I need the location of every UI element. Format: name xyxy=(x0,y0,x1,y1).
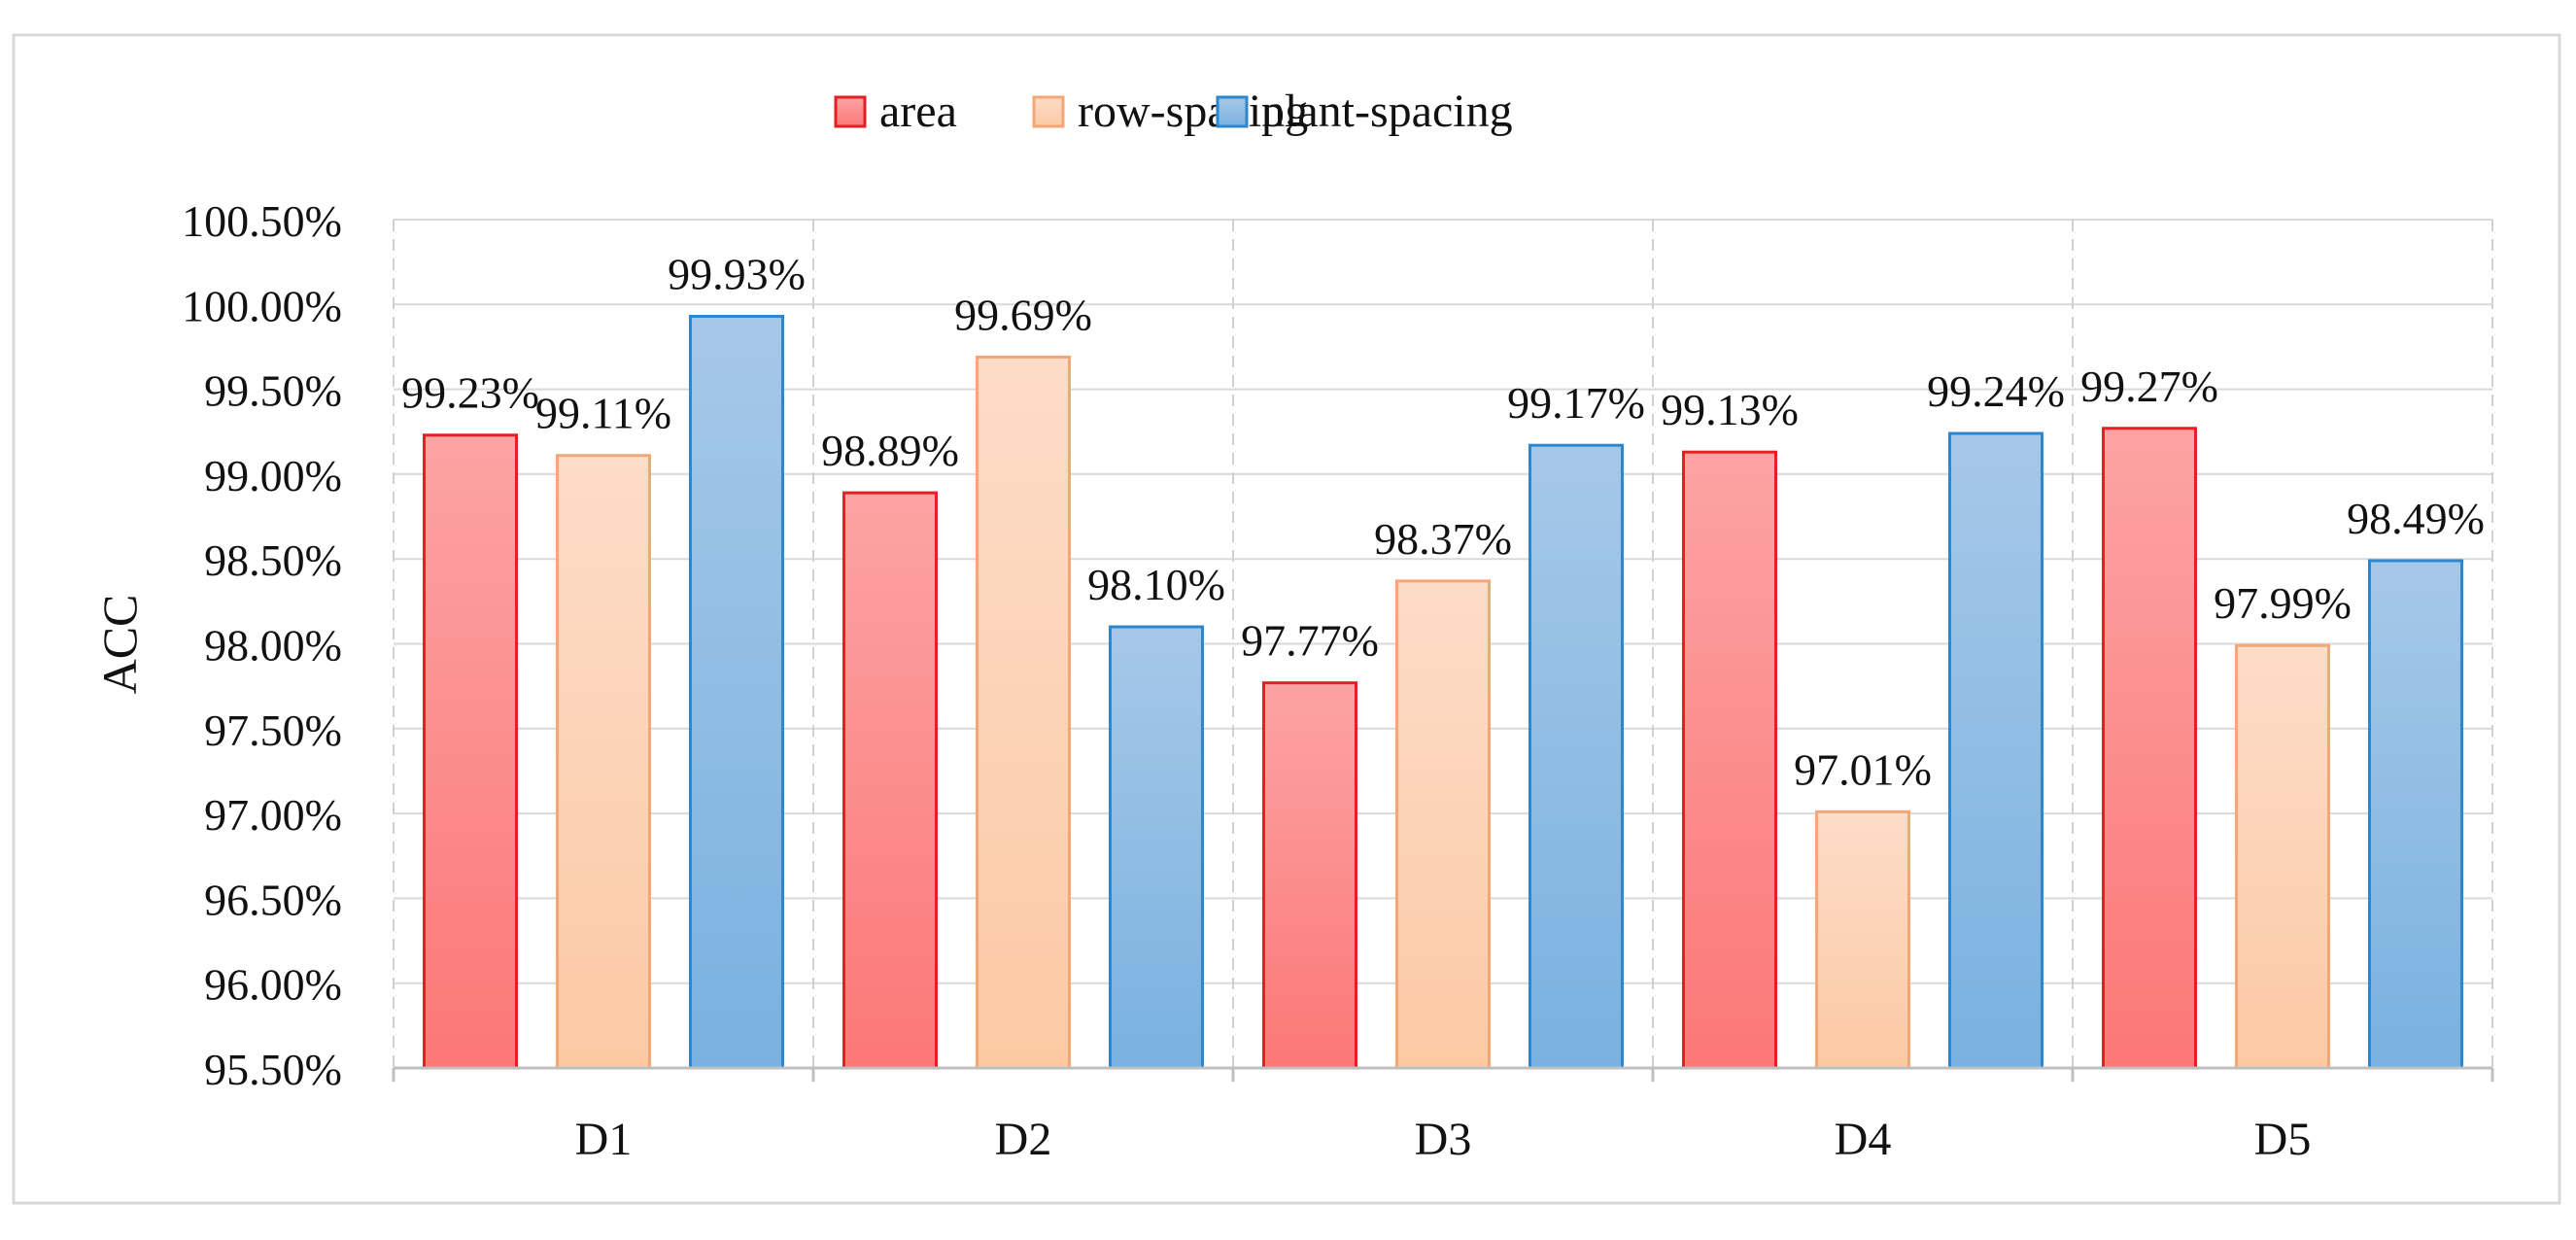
bar-plant-spacing-D4 xyxy=(1948,431,2044,1070)
y-tick-label: 97.00% xyxy=(204,790,342,840)
bar-row-spacing-D2 xyxy=(976,355,1071,1070)
y-tick-label: 98.50% xyxy=(204,535,342,585)
data-label: 97.77% xyxy=(1241,616,1379,666)
data-label: 98.89% xyxy=(821,426,959,475)
legend-label: area xyxy=(879,86,957,137)
bar-area-D3 xyxy=(1262,681,1357,1070)
y-tick-label: 98.00% xyxy=(204,621,342,671)
data-label: 99.24% xyxy=(1927,366,2065,416)
y-tick-label: 96.50% xyxy=(204,875,342,924)
bar-row-spacing-D4 xyxy=(1815,809,1910,1070)
bar-plant-spacing-D5 xyxy=(2368,559,2463,1070)
data-label: 98.10% xyxy=(1087,560,1225,609)
data-label: 98.37% xyxy=(1374,514,1512,564)
bar-row-spacing-D3 xyxy=(1395,579,1491,1070)
y-tick-label: 99.00% xyxy=(204,451,342,500)
bar-area-D2 xyxy=(842,491,938,1070)
x-axis: D1 D2 D3 D4 D5 xyxy=(392,1066,2494,1165)
y-tick-label: 96.00% xyxy=(204,960,342,1010)
data-label: 99.27% xyxy=(2080,362,2218,411)
y-tick-label: 100.00% xyxy=(182,281,342,330)
data-label: 99.13% xyxy=(1661,385,1799,434)
y-axis-title: ACC xyxy=(92,595,147,695)
data-labels: 99.23% 98.89% 97.77% 99.13% 99.27% 99.11% 99.6… xyxy=(401,250,2485,795)
y-tick-label: 100.50% xyxy=(182,196,342,246)
bar-row-spacing-D5 xyxy=(2235,643,2330,1070)
data-label: 99.23% xyxy=(401,368,539,418)
bar-plant-spacing-D1 xyxy=(689,315,784,1070)
legend-swatch xyxy=(1032,95,1065,128)
bar-area-D5 xyxy=(2102,427,2197,1070)
data-label: 99.69% xyxy=(954,290,1092,339)
y-axis: 95.50% 96.00% 96.50% 97.00% 97.50% 98.00% 98.5… xyxy=(182,196,342,1094)
data-label: 97.99% xyxy=(2214,578,2352,628)
data-label: 98.49% xyxy=(2347,494,2485,543)
bar-plant-spacing-D2 xyxy=(1109,625,1204,1070)
bar-row-spacing-D1 xyxy=(556,454,651,1070)
bar-plant-spacing-D3 xyxy=(1528,443,1624,1070)
legend-swatch xyxy=(1216,95,1249,128)
y-tick-label: 95.50% xyxy=(204,1045,342,1094)
bar-area-D4 xyxy=(1682,450,1777,1070)
legend-label: plant-spacing xyxy=(1261,86,1513,137)
legend-swatch xyxy=(834,95,867,128)
x-tick-label: D2 xyxy=(995,1114,1052,1165)
data-label: 99.93% xyxy=(668,250,806,299)
data-label: 99.11% xyxy=(535,389,671,438)
x-tick-label: D4 xyxy=(1835,1114,1892,1165)
y-tick-label: 97.50% xyxy=(204,706,342,755)
legend-label: row-spacing xyxy=(1078,86,1308,137)
x-tick-label: D1 xyxy=(575,1114,633,1165)
x-tick-label: D3 xyxy=(1415,1114,1472,1165)
data-label: 97.01% xyxy=(1794,744,1932,794)
bar-area-D1 xyxy=(423,433,518,1070)
x-tick-label: D5 xyxy=(2254,1114,2312,1165)
y-tick-label: 99.50% xyxy=(204,366,342,416)
data-label: 99.17% xyxy=(1507,378,1645,428)
